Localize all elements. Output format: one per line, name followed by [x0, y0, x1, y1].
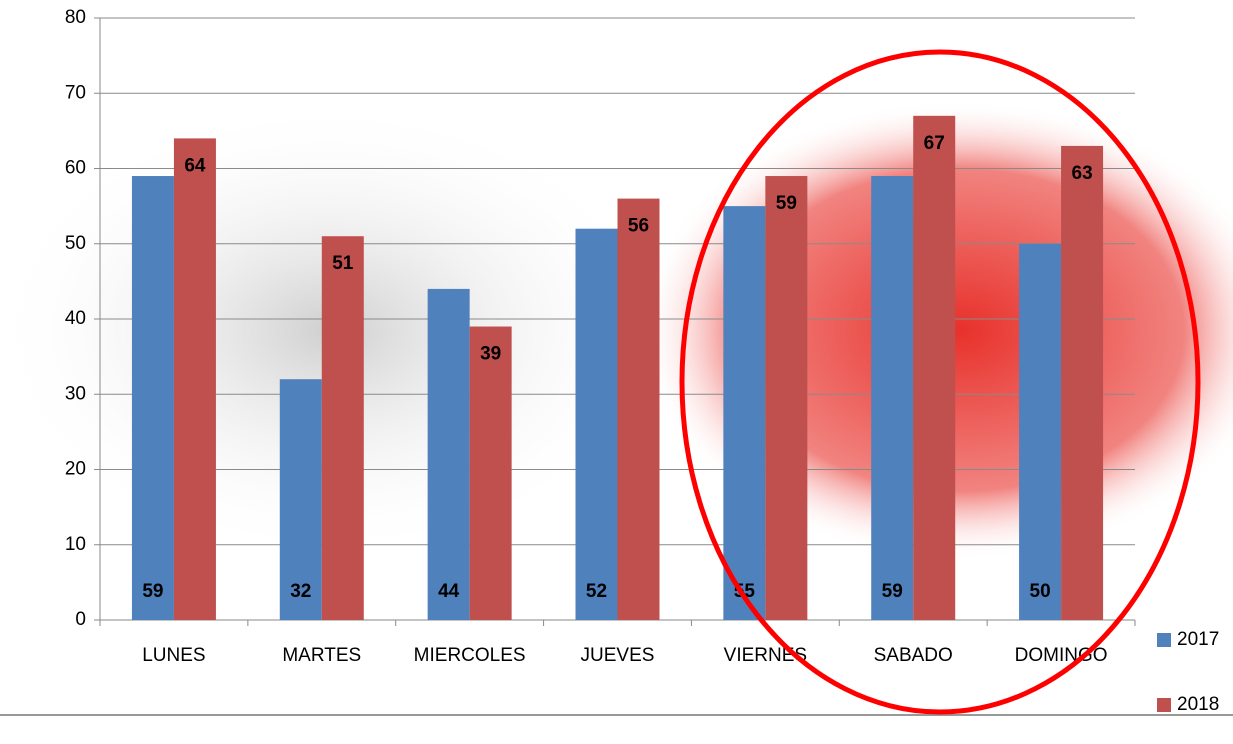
bar [765, 176, 808, 620]
legend-swatch [1157, 633, 1171, 647]
data-label: 67 [924, 133, 945, 154]
bar [617, 198, 660, 620]
x-tick-label: MIERCOLES [414, 645, 526, 666]
data-label: 63 [1072, 163, 1093, 184]
data-label: 56 [628, 216, 649, 237]
bar [427, 288, 470, 620]
data-label: 44 [438, 581, 460, 602]
x-tick-label: SABADO [874, 645, 953, 666]
x-tick-label: LUNES [142, 645, 205, 666]
data-label: 32 [290, 581, 311, 602]
bar [469, 326, 512, 620]
y-tick-label: 0 [75, 609, 86, 630]
y-tick-label: 80 [65, 7, 86, 28]
data-label: 51 [332, 253, 354, 274]
data-label: 39 [480, 344, 501, 365]
data-label: 50 [1030, 581, 1051, 602]
y-tick-label: 70 [65, 82, 86, 103]
bar [279, 379, 322, 620]
data-label: 64 [184, 155, 206, 176]
y-tick-label: 50 [65, 233, 86, 254]
bar [1061, 145, 1104, 621]
highlight-ellipse [679, 49, 1201, 715]
bar [575, 228, 618, 620]
bar [723, 206, 766, 620]
data-label: 59 [776, 193, 797, 214]
x-tick-label: MARTES [282, 645, 361, 666]
y-tick-label: 20 [65, 459, 86, 480]
legend-label: 2017 [1177, 629, 1219, 650]
data-label: 59 [882, 581, 903, 602]
y-tick-label: 10 [65, 534, 86, 555]
legend-swatch [1157, 698, 1171, 712]
x-tick-label: JUEVES [581, 645, 655, 666]
bar [321, 236, 364, 620]
plot-area: 0 10 20 30 40 50 60 70 80 LUNES 59 64 MARTES 32 51 MIER… [65, 7, 1136, 666]
data-label: 52 [586, 581, 607, 602]
bar [1019, 243, 1062, 620]
x-tick-label: DOMINGO [1015, 645, 1108, 666]
bar [913, 115, 956, 620]
bar [871, 176, 914, 620]
bar [173, 138, 216, 620]
y-tick-label: 60 [65, 158, 86, 179]
data-label: 59 [142, 581, 163, 602]
bar [131, 176, 174, 620]
legend-label: 2018 [1177, 694, 1219, 715]
y-tick-label: 40 [65, 308, 86, 329]
y-tick-label: 30 [65, 383, 86, 404]
